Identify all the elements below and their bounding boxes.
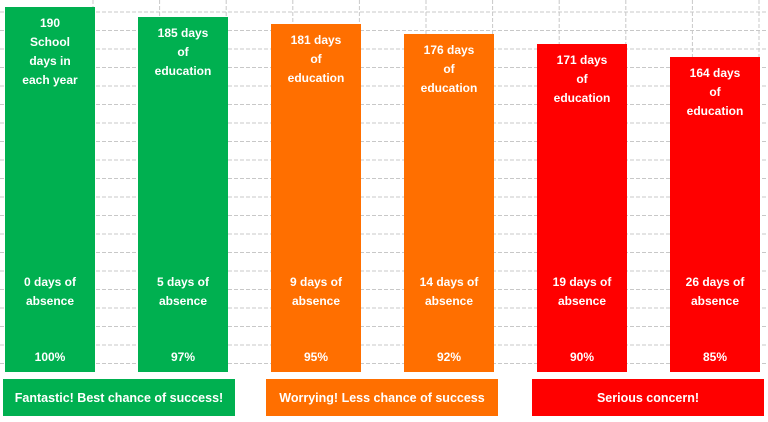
legend-fantastic-label: Fantastic! Best chance of success! xyxy=(14,390,224,405)
legend-worrying: Worrying! Less chance of success xyxy=(266,379,498,416)
bar-top-label: 185 days of education xyxy=(154,25,212,78)
bar-absence-label: 14 days of absence xyxy=(419,274,479,308)
bar-top-label: 190 School days in each year xyxy=(22,16,78,87)
bar-top-label: 181 days of education xyxy=(287,33,345,86)
bar-attendance-label: 92% xyxy=(436,349,462,364)
legend-serious-label: Serious concern! xyxy=(596,390,700,405)
bar-85pct: 164 days of education 26 days of absence 8… xyxy=(670,56,760,372)
bar-100pct: 190 School days in each year 0 days of ab… xyxy=(5,7,95,372)
bar-92pct: 176 days of education 14 days of absence 9… xyxy=(404,33,494,372)
bar-absence-label: 5 days of absence xyxy=(156,274,210,308)
bar-attendance-label: 95% xyxy=(303,349,329,364)
legend-worrying-label: Worrying! Less chance of success xyxy=(279,390,485,405)
legend-serious: Serious concern! xyxy=(532,379,764,416)
bar-95pct: 181 days of education 9 days of absence 95… xyxy=(271,24,361,372)
legend-fantastic: Fantastic! Best chance of success! xyxy=(3,379,235,416)
bar-attendance-label: 90% xyxy=(569,350,595,364)
chart-grid xyxy=(0,0,768,372)
bar-attendance-label: 100% xyxy=(34,350,66,364)
attendance-chart: 190 School days in each year 0 days of ab… xyxy=(0,0,768,372)
bar-top-label: 171 days of education xyxy=(553,52,611,105)
bar-90pct: 171 days of education 19 days of absence 9… xyxy=(537,43,627,372)
bar-absence-label: 19 days of absence xyxy=(552,275,612,308)
bar-top-label: 176 days of education xyxy=(420,42,478,95)
bar-absence-label: 9 days of absence xyxy=(289,274,343,308)
bar-attendance-label: 85% xyxy=(702,349,728,364)
bar-absence-label: 26 days of absence xyxy=(685,274,745,308)
bar-top-label: 164 days of education xyxy=(686,65,744,118)
bar-attendance-label: 97% xyxy=(170,349,196,364)
bar-97pct: 185 days of education 5 days of absence 97… xyxy=(138,16,228,372)
bar-absence-label: 0 days of absence xyxy=(23,275,77,308)
